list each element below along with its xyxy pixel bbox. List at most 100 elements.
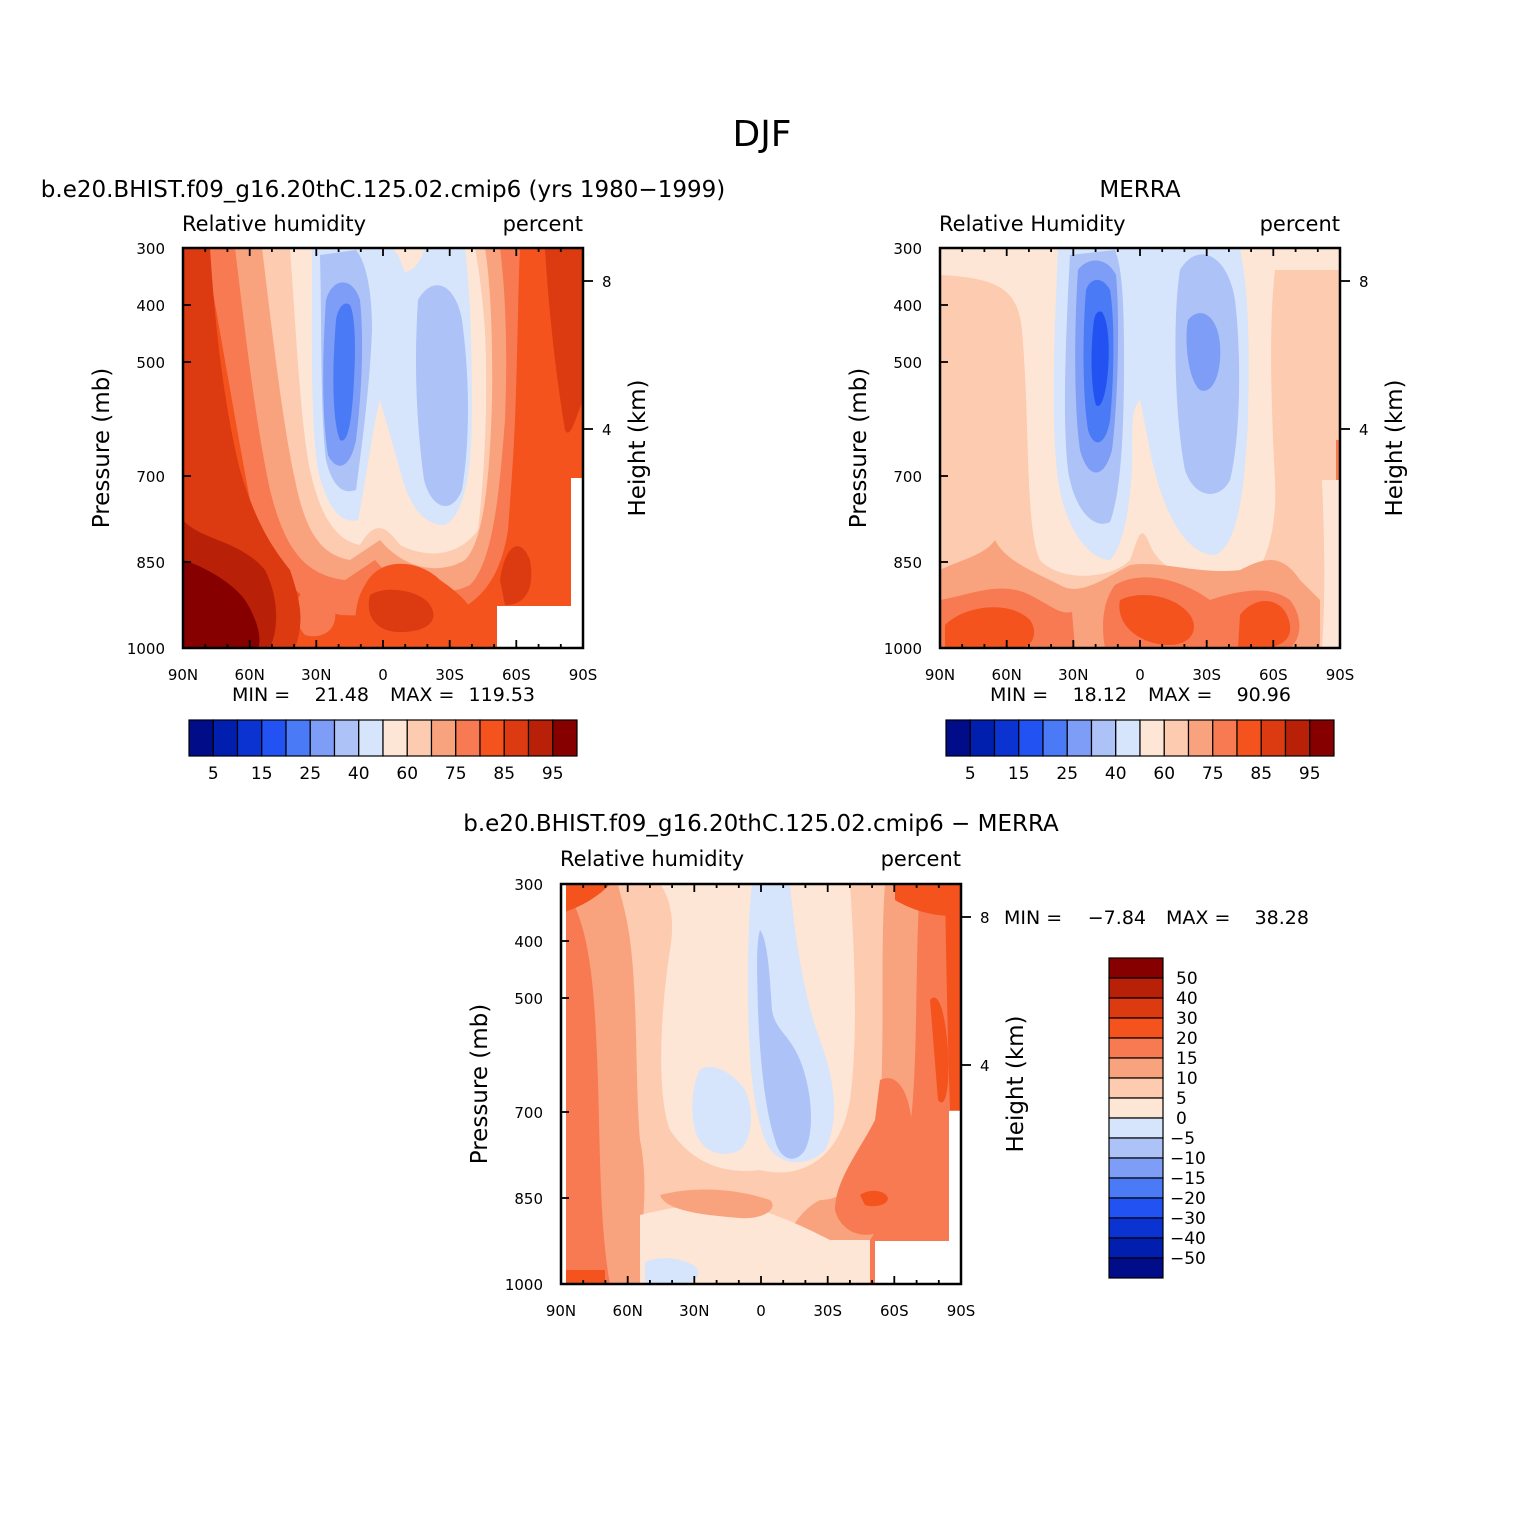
colorbar-label: 30 (1176, 1009, 1198, 1029)
contour-band (945, 884, 961, 1110)
y-right-tick-label: 4 (980, 1057, 990, 1075)
contour-band (368, 589, 434, 632)
y-tick-label: 1000 (884, 640, 922, 658)
colorbar-swatch (430, 719, 457, 757)
x-tick-labels: 90N 60N 30N 0 30S 60S 90S (546, 1302, 975, 1320)
colorbar-label: −5 (1170, 1129, 1195, 1149)
colorbar-swatch (945, 719, 971, 757)
colorbar-label: −20 (1170, 1189, 1206, 1209)
y-tick-label: 400 (893, 297, 922, 315)
y-right-tick-label: 4 (1359, 421, 1369, 439)
colorbar-swatch (236, 719, 263, 757)
colorbar-label: 15 (1008, 764, 1030, 784)
colorbar-labels: 5 15 25 40 60 75 85 95 (965, 764, 1321, 784)
y-tick-label: 700 (136, 468, 165, 486)
min-value: 21.48 (315, 684, 369, 706)
y-tick-label: 500 (136, 354, 165, 372)
panel-subtitle-left: Relative humidity (182, 212, 366, 236)
y-axis-label: Pressure (mb) (89, 368, 115, 528)
colorbar-swatch (503, 719, 530, 757)
y-tick-label: 1000 (127, 640, 165, 658)
min-value: −7.84 (1088, 907, 1146, 929)
colorbar-swatch (1108, 977, 1164, 999)
colorbar-swatch (188, 719, 214, 757)
min-label: MIN = (232, 684, 290, 706)
colorbar-label: 60 (396, 764, 418, 784)
panel-merra: MERRA Relative Humidity percent 90N (846, 177, 1408, 784)
contour-band (895, 884, 961, 916)
x-tick-label: 0 (756, 1302, 766, 1320)
colorbar-swatch (1090, 719, 1117, 757)
y-tick-label: 700 (514, 1104, 543, 1122)
colorbar-swatch (1108, 1197, 1164, 1219)
contour-band (183, 560, 260, 648)
y-tick-label: 500 (893, 354, 922, 372)
colorbar-swatch (1108, 1097, 1164, 1119)
panel-title: b.e20.BHIST.f09_g16.20thC.125.02.cmip6 −… (463, 811, 1059, 837)
colorbar: 5 15 25 40 60 75 85 95 (188, 719, 578, 784)
contour-band (692, 1066, 752, 1154)
y-right-tick-label: 4 (602, 421, 612, 439)
contour-band (660, 1189, 773, 1219)
x-tick-label: 30N (1058, 666, 1088, 684)
colorbar-label: 15 (251, 764, 273, 784)
min-value: 18.12 (1073, 684, 1127, 706)
colorbar-swatch (1108, 1017, 1164, 1039)
x-tick-label: 30N (679, 1302, 709, 1320)
colorbar-label: 40 (1176, 989, 1198, 1009)
colorbar-swatch (261, 719, 287, 757)
panel-subtitle-left: Relative Humidity (939, 212, 1126, 236)
y-tick-label: 500 (514, 990, 543, 1008)
x-tick-label: 30S (435, 666, 464, 684)
colorbar-swatch (285, 719, 311, 757)
y-axis-label-right: Height (km) (1382, 379, 1408, 516)
colorbar-label: 95 (1299, 764, 1321, 784)
colorbar-label: 25 (1056, 764, 1078, 784)
panel-model: b.e20.BHIST.f09_g16.20thC.125.02.cmip6 (… (41, 177, 725, 784)
x-tick-label: 90N (546, 1302, 576, 1320)
colorbar-swatch (1018, 719, 1044, 757)
max-label: MAX = (390, 684, 454, 706)
colorbar-label: −10 (1170, 1149, 1206, 1169)
contour-band (757, 930, 812, 1159)
contour-band (640, 1204, 870, 1284)
contour-band (333, 303, 355, 441)
colorbar-label: 40 (348, 764, 370, 784)
y-tick-labels: 300 400 500 700 850 1000 (884, 240, 922, 658)
tick-marks (560, 883, 971, 1285)
y-tick-label: 1000 (505, 1276, 543, 1294)
colorbar-swatch (309, 719, 336, 757)
colorbar-swatch (1108, 957, 1164, 979)
x-tick-label: 30S (1192, 666, 1221, 684)
colorbar-swatch (1163, 719, 1190, 757)
colorbar-label: 50 (1176, 969, 1198, 989)
colorbar-swatch (1108, 1037, 1164, 1059)
colorbar-swatch (406, 719, 433, 757)
colorbar-label: 5 (965, 764, 976, 784)
tick-marks (939, 247, 1350, 649)
colorbar-swatch (358, 719, 384, 757)
contour-band (1091, 311, 1109, 406)
colorbar-swatch (1108, 1237, 1164, 1259)
colorbar-label: 0 (1176, 1109, 1187, 1129)
colorbar: 50 40 30 20 15 10 5 0 −5 −10 −15 −20 −30… (1108, 957, 1206, 1279)
y-tick-label: 850 (514, 1190, 543, 1208)
missing-data (497, 606, 583, 648)
colorbar-swatch (1309, 719, 1335, 757)
x-tick-label: 0 (1135, 666, 1145, 684)
contour-band (860, 1190, 888, 1207)
y-tick-labels: 300 400 500 700 850 1000 (127, 240, 165, 658)
contour-band (930, 997, 949, 1103)
y-right-tick-label: 8 (1359, 273, 1369, 291)
tick-marks (182, 247, 593, 649)
colorbar-swatch (969, 719, 996, 757)
colorbar-swatch (1108, 1157, 1164, 1179)
colorbar-swatch (1212, 719, 1238, 757)
figure-title: DJF (732, 114, 791, 155)
contour-band (645, 1258, 699, 1284)
max-value: 38.28 (1255, 907, 1309, 929)
x-tick-label: 60S (880, 1302, 909, 1320)
panel-subtitle-left: Relative humidity (560, 847, 744, 871)
y-axis-label-right: Height (km) (625, 379, 651, 516)
colorbar-swatch (1108, 1217, 1164, 1239)
